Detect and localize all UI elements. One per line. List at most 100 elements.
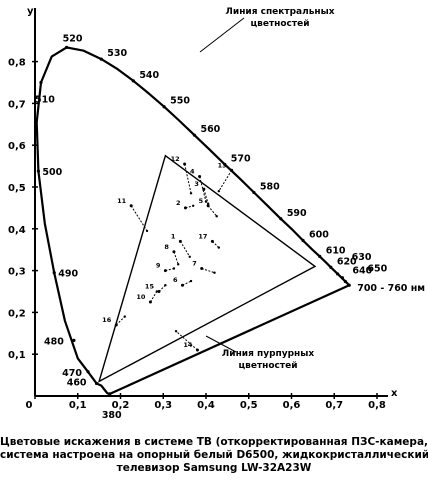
- distortion-start: [172, 250, 176, 254]
- wavelength-labels: 3804604704804905005105205305405505605705…: [35, 33, 425, 421]
- wavelength-label: 610: [326, 245, 346, 256]
- wavelength-label: 470: [62, 368, 82, 379]
- wavelength-label: 530: [107, 48, 127, 59]
- distortion-start: [148, 300, 152, 304]
- wavelength-tick: [94, 381, 99, 386]
- distortion-vector: [115, 316, 126, 326]
- distortion-end: [213, 271, 216, 274]
- distortion-end: [172, 267, 176, 270]
- x-tick-label: 0,7: [325, 400, 343, 411]
- distortion-start: [195, 348, 199, 352]
- wavelength-tick: [340, 276, 344, 280]
- distortion-end: [123, 315, 126, 318]
- distortion-end: [164, 284, 167, 287]
- y-tick-label: 0,3: [8, 267, 26, 278]
- distortion-vector: [149, 291, 158, 303]
- distortion-start: [129, 204, 133, 208]
- wavelength-label: 540: [139, 70, 159, 81]
- wavelength-label: 640: [352, 266, 372, 277]
- wavelength-tick: [223, 162, 227, 167]
- distortion-vector: [182, 280, 192, 286]
- distortion-label: 12: [171, 155, 180, 163]
- y-tick-label: 0,1: [8, 350, 26, 361]
- distortion-label: 1: [171, 232, 176, 240]
- wavelength-label: 590: [287, 208, 307, 219]
- wavelength-label: 700 - 760 нм: [357, 283, 425, 294]
- distortion-start: [163, 269, 167, 273]
- x-tick-label: 0,8: [368, 400, 386, 411]
- wavelength-label: 490: [58, 269, 78, 280]
- distortion-end: [215, 215, 218, 218]
- distortion-vector: [218, 170, 233, 192]
- distortion-start: [198, 175, 202, 179]
- wavelength-tick: [336, 272, 340, 276]
- distortion-end: [204, 200, 208, 203]
- spectral-locus-curve: [35, 46, 350, 395]
- distortion-label: 11: [117, 197, 127, 205]
- distortion-vector: [173, 251, 179, 265]
- wavelength-label: 650: [367, 263, 387, 274]
- distortion-start: [157, 290, 161, 293]
- distortion-end: [145, 229, 149, 233]
- wavelength-tick: [329, 265, 333, 269]
- x-tick-label: 0: [26, 400, 33, 411]
- wavelength-tick: [86, 370, 90, 374]
- wavelength-label: 560: [200, 124, 220, 135]
- spectral-locus: [35, 46, 350, 395]
- wavelength-tick: [192, 133, 197, 137]
- distortion-start: [210, 239, 214, 243]
- chromaticity-diagram: y x 0,1 0,2 0,3 0,4 0,5 0,6 0,7 0,8 0 0,1 0,2 0,3 0,4 0…: [8, 6, 425, 421]
- caption-line-1: Цветовые искажения в системе ТВ (откорре…: [0, 436, 428, 448]
- wavelength-label: 550: [170, 96, 190, 107]
- wavelength-label: 460: [67, 377, 87, 388]
- wavelength-tick: [52, 271, 56, 275]
- distortion-end: [189, 279, 193, 283]
- distortion-end: [206, 202, 210, 205]
- wavelength-tick: [131, 79, 135, 83]
- distortion-end: [177, 263, 180, 266]
- distortion-end: [217, 246, 221, 249]
- distortion-label: 4: [190, 168, 195, 176]
- wavelength-label: 570: [231, 153, 251, 164]
- y-tick-label: 0,8: [8, 58, 26, 69]
- distortion-start: [183, 162, 187, 166]
- distortion-start: [183, 206, 187, 210]
- distortion-vector: [203, 188, 209, 204]
- x-tick-label: 0,2: [112, 400, 130, 411]
- wavelength-label: 630: [352, 252, 372, 263]
- distortion-vector: [199, 176, 207, 202]
- distortion-label: 3: [194, 180, 199, 188]
- spectral-locus-label-cont: цветностей: [250, 19, 309, 29]
- distortion-end: [189, 192, 193, 195]
- y-tick-label: 0,2: [8, 308, 26, 319]
- x-tick-label: 0,1: [69, 400, 87, 411]
- purple-line-label: Линия пурпурных: [222, 349, 315, 359]
- distortion-end: [191, 204, 195, 208]
- distortion-label: 15: [145, 283, 155, 291]
- x-tick-label: 0,4: [197, 400, 215, 411]
- distortion-label: 17: [198, 232, 207, 240]
- wavelength-label: 500: [42, 167, 62, 178]
- distortion-end: [188, 255, 191, 259]
- distortion-label: 9: [156, 262, 161, 270]
- annotations: Линия спектральных цветностей Линия пурпур…: [199, 7, 335, 371]
- distortion-label: 2: [176, 199, 181, 207]
- wavelength-label: 480: [44, 336, 64, 347]
- x-tick-label: 0,3: [154, 400, 172, 411]
- distortion-start: [114, 323, 118, 327]
- distortion-label: 8: [164, 243, 169, 251]
- distortion-vector: [184, 163, 192, 194]
- gamut-triangle: [97, 154, 317, 383]
- wavelength-tick: [252, 190, 256, 195]
- y-tick-label: 0,5: [8, 183, 26, 194]
- x-tick-label: 0,5: [240, 400, 258, 411]
- distortion-end: [174, 330, 178, 333]
- wavelength-tick: [108, 392, 112, 396]
- distortion-start: [230, 168, 234, 172]
- wavelength-label: 520: [63, 33, 83, 44]
- spectral-locus-label: Линия спектральных: [225, 7, 334, 17]
- x-axis-label: x: [391, 388, 398, 399]
- wavelength-tick: [65, 45, 69, 49]
- wavelength-tick: [347, 283, 351, 287]
- distortion-start: [180, 283, 184, 287]
